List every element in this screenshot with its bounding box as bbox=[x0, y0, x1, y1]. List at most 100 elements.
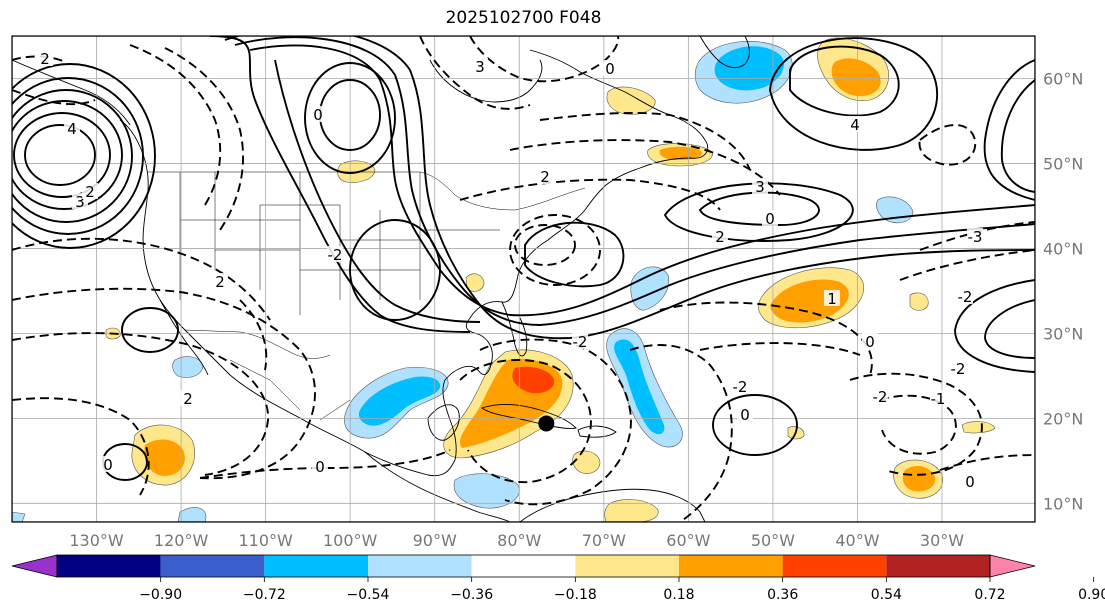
contour-ridge-us bbox=[349, 219, 441, 321]
colorbar-bin-8 bbox=[782, 555, 887, 577]
contour-low-us-2 bbox=[304, 62, 396, 174]
lat-label-2: 40°N bbox=[1043, 239, 1083, 258]
warm-anomaly-caribbean-red bbox=[512, 366, 555, 394]
colorbar-label-3: −0.36 bbox=[450, 587, 493, 603]
warm-anomaly-small-5 bbox=[465, 273, 485, 292]
coast-greenland bbox=[699, 36, 750, 69]
cold-anomaly-central-america bbox=[453, 473, 520, 509]
contour-label-3: 3 bbox=[75, 193, 85, 211]
colorbar-extend-low bbox=[11, 554, 58, 578]
contour-label-bg-27 bbox=[967, 228, 983, 244]
contour-dashed-12 bbox=[879, 394, 957, 455]
contour-label-bg-12 bbox=[712, 228, 728, 244]
contour-label-bg-25 bbox=[962, 473, 978, 489]
contour-pacific-6 bbox=[12, 63, 156, 249]
contour-label-bg-18 bbox=[312, 458, 328, 474]
warm-anomaly-quebec bbox=[606, 86, 656, 115]
contour-dashed-25 bbox=[514, 224, 576, 266]
cold-anomaly-north-atlantic-core bbox=[714, 46, 784, 91]
contour-trough-4 bbox=[209, 36, 471, 333]
contour-label-bg-9 bbox=[602, 60, 618, 76]
contour-pacific-2 bbox=[13, 112, 111, 198]
lat-label-5: 10°N bbox=[1043, 494, 1083, 513]
lat-label-1: 50°N bbox=[1043, 154, 1083, 173]
colorbar-bin-7 bbox=[679, 555, 783, 577]
colorbar-bin-6 bbox=[575, 555, 679, 577]
contour-label-22: 2 bbox=[183, 390, 193, 408]
contour-label-bg-0 bbox=[37, 50, 53, 66]
lon-label-9: 40°W bbox=[835, 531, 879, 550]
contour-label-13: 0 bbox=[765, 210, 775, 228]
contour-dashed-11 bbox=[849, 372, 983, 476]
contour-label-26: 4 bbox=[850, 116, 860, 134]
coast-florida bbox=[501, 301, 528, 357]
contour-dashed-19 bbox=[509, 139, 781, 196]
contour-label-6: -2 bbox=[328, 246, 343, 264]
contour-label-bg-2 bbox=[64, 120, 80, 136]
colorbar-label-9: 0.90 bbox=[1078, 587, 1105, 603]
contour-label-bg-10 bbox=[537, 168, 553, 184]
contour-label-bg-7 bbox=[212, 273, 228, 289]
map-title: 2025102700 F048 bbox=[445, 8, 602, 28]
contour-label-17: -2 bbox=[873, 388, 888, 406]
colorbar-label-1: −0.72 bbox=[243, 587, 286, 603]
contour-label-16: -1 bbox=[931, 390, 946, 408]
colorbar-bin-4 bbox=[368, 555, 472, 577]
shading-layer bbox=[12, 37, 996, 522]
lon-label-5: 80°W bbox=[497, 531, 541, 550]
contours-solid bbox=[12, 36, 1035, 481]
contour-dashed-2 bbox=[12, 332, 269, 476]
contour-label-10: 2 bbox=[540, 168, 550, 186]
warm-anomaly-lesser-antilles bbox=[604, 499, 659, 522]
contour-label-12: 2 bbox=[715, 228, 725, 246]
contour-label-bg-23 bbox=[737, 406, 753, 422]
colorbar-label-0: −0.90 bbox=[139, 587, 182, 603]
contour-label-9: 0 bbox=[605, 60, 615, 78]
contour-small-1 bbox=[121, 307, 179, 353]
cold-anomaly-pacific-sw bbox=[12, 511, 26, 522]
contour-far-ne-1 bbox=[983, 59, 1035, 201]
contour-label-11: 3 bbox=[755, 178, 765, 196]
coastlines bbox=[12, 36, 750, 522]
cold-anomaly-mexico bbox=[172, 356, 204, 378]
lat-label-3: 30°N bbox=[1043, 324, 1083, 343]
contour-pacific-1 bbox=[24, 124, 96, 186]
coast-hudson-bay bbox=[429, 59, 543, 103]
contour-dashed-17 bbox=[469, 36, 620, 83]
contour-dashed-10 bbox=[699, 342, 861, 356]
contour-pacific-3 bbox=[12, 100, 123, 210]
contour-dashed-13 bbox=[939, 454, 1035, 471]
colorbar-bin-2 bbox=[160, 555, 265, 577]
contour-trough-5 bbox=[274, 59, 481, 323]
contour-label-bg-1 bbox=[100, 456, 116, 472]
colorbar-label-8: 0.72 bbox=[974, 587, 1005, 603]
contour-label-20: 0 bbox=[865, 333, 875, 351]
colorbar-label-4: −0.18 bbox=[554, 587, 597, 603]
contour-dashed-21 bbox=[129, 44, 222, 206]
contour-label-8: 3 bbox=[475, 58, 485, 76]
contour-label-bg-20 bbox=[862, 333, 878, 349]
contour-trough-2 bbox=[234, 36, 1035, 326]
warm-anomaly-east-atlantic-core bbox=[902, 465, 936, 492]
contour-label-bg-22 bbox=[180, 390, 196, 406]
contour-dashed-4 bbox=[12, 397, 150, 496]
contour-label-19: -2 bbox=[951, 360, 966, 378]
lon-label-0: 130°W bbox=[69, 531, 124, 550]
lon-label-10: 30°W bbox=[920, 531, 964, 550]
contour-label-bg-21 bbox=[824, 290, 840, 306]
contour-label-2: 4 bbox=[67, 120, 77, 138]
coast-yucatan bbox=[427, 404, 460, 441]
contour-label-27: -3 bbox=[968, 228, 983, 246]
contour-label-0: 2 bbox=[40, 50, 50, 68]
contour-dashed-15 bbox=[899, 249, 1035, 281]
contour-ne-atlantic-1 bbox=[789, 45, 900, 117]
contour-dashed-9 bbox=[659, 301, 873, 376]
warm-anomaly-pacific-core bbox=[144, 439, 185, 476]
contour-atlantic-high-1 bbox=[698, 191, 820, 226]
contour-dashed-18 bbox=[539, 112, 751, 171]
coast-baja bbox=[159, 299, 209, 376]
contour-small-2 bbox=[712, 394, 798, 456]
colorbar-extend-high bbox=[989, 554, 1036, 578]
storm-center-marker bbox=[538, 415, 555, 432]
